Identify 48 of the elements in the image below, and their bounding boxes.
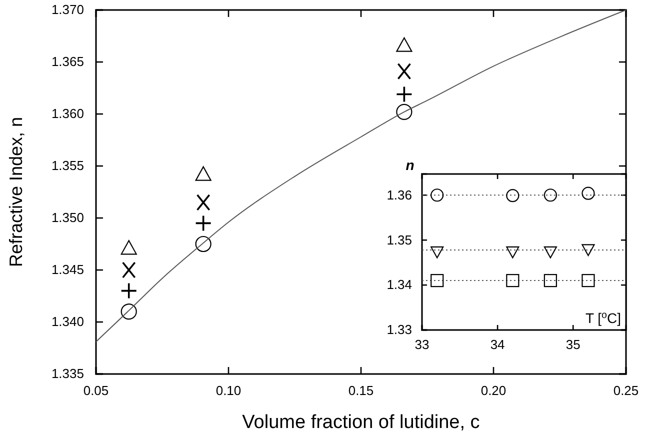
- y-tick-label: 1.365: [51, 54, 84, 70]
- y-tick-label: 1.36: [386, 187, 412, 202]
- point: [120, 282, 138, 300]
- y-tick-label: 1.360: [51, 106, 84, 122]
- point: [396, 104, 412, 120]
- point: [506, 246, 520, 258]
- point: [430, 246, 444, 258]
- x-tick-label: 0.25: [613, 383, 639, 398]
- x-tick-label: 35: [566, 337, 580, 352]
- point: [195, 166, 212, 181]
- point: [120, 240, 137, 255]
- x-tick-label: 0.10: [216, 383, 242, 398]
- y-tick-label: 1.350: [51, 210, 84, 226]
- point: [506, 189, 520, 202]
- point: [195, 236, 212, 252]
- y-tick-label: 1.370: [51, 2, 84, 18]
- point: [430, 188, 444, 202]
- point: [582, 244, 595, 256]
- y-axis-title: n: [406, 157, 414, 173]
- x-axis-title: T [$^{o}$C]: [585, 310, 621, 326]
- x-tick-label: 34: [490, 337, 505, 352]
- x-tick-label: 0.05: [83, 383, 109, 398]
- y-tick-label: 1.335: [51, 366, 84, 382]
- point: [120, 304, 137, 320]
- y-axis-title: Refractive Index, n: [6, 116, 26, 268]
- point: [506, 274, 520, 288]
- point: [396, 86, 413, 103]
- point: [544, 274, 557, 288]
- y-tick-label: 1.340: [51, 314, 84, 330]
- x-tick-label: 0.15: [348, 383, 374, 398]
- point: [430, 274, 444, 288]
- point: [122, 262, 136, 278]
- point: [582, 274, 595, 288]
- point: [396, 37, 412, 52]
- point: [196, 194, 210, 211]
- y-tick-label: 1.33: [386, 322, 412, 338]
- point: [194, 214, 212, 232]
- x-tick-label: 0.20: [480, 383, 506, 398]
- point: [544, 246, 557, 258]
- y-tick-label: 1.345: [51, 262, 84, 278]
- x-tick-label: 33: [414, 337, 430, 352]
- point: [582, 186, 595, 200]
- x-axis-title: Volume fraction of lutidine, c: [242, 412, 480, 433]
- y-tick-label: 1.355: [51, 158, 84, 174]
- y-tick-label: 1.34: [386, 277, 412, 292]
- point: [397, 62, 412, 80]
- point: [544, 188, 557, 202]
- y-tick-label: 1.35: [386, 232, 412, 248]
